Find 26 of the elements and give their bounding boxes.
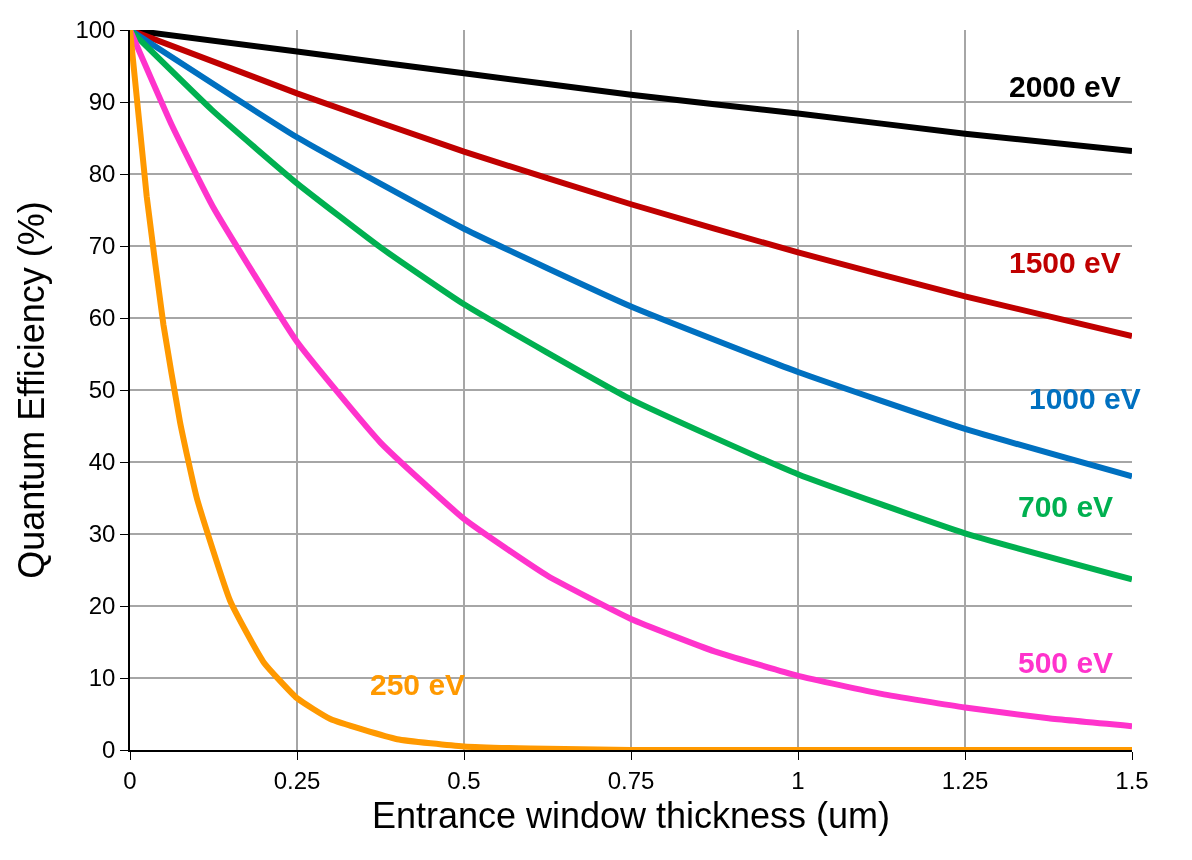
x-tick-label: 1.25 <box>941 766 989 794</box>
x-axis-title: Entrance window thickness (um) <box>371 794 891 836</box>
y-tick-label: 60 <box>88 304 116 332</box>
y-tick-label: 10 <box>88 664 116 692</box>
y-tick-label: 30 <box>88 520 116 548</box>
x-tick-label: 0 <box>123 766 137 794</box>
y-tick-label: 50 <box>88 376 116 404</box>
annotation: 1000 eV <box>1029 382 1141 415</box>
y-axis-title: Quantum Efficiency (%) <box>10 201 52 579</box>
annotation: 250 eV <box>370 668 466 701</box>
y-tick-label: 40 <box>88 448 116 476</box>
annotation: 2000 eV <box>1009 70 1121 103</box>
y-tick-label: 0 <box>102 736 116 764</box>
annotation: 1500 eV <box>1009 246 1121 279</box>
y-tick-label: 100 <box>75 16 116 44</box>
x-tick-label: 0.75 <box>607 766 655 794</box>
y-tick-label: 80 <box>88 160 116 188</box>
annotation: 500 eV <box>1018 646 1114 679</box>
x-tick-label: 0.25 <box>273 766 321 794</box>
annotation: 700 eV <box>1018 490 1114 523</box>
x-tick-label: 0.5 <box>447 766 481 794</box>
y-tick-label: 90 <box>88 88 116 116</box>
y-tick-label: 20 <box>88 592 116 620</box>
x-tick-label: 1 <box>791 766 805 794</box>
x-tick-label: 1.5 <box>1115 766 1149 794</box>
y-tick-label: 70 <box>88 232 116 260</box>
